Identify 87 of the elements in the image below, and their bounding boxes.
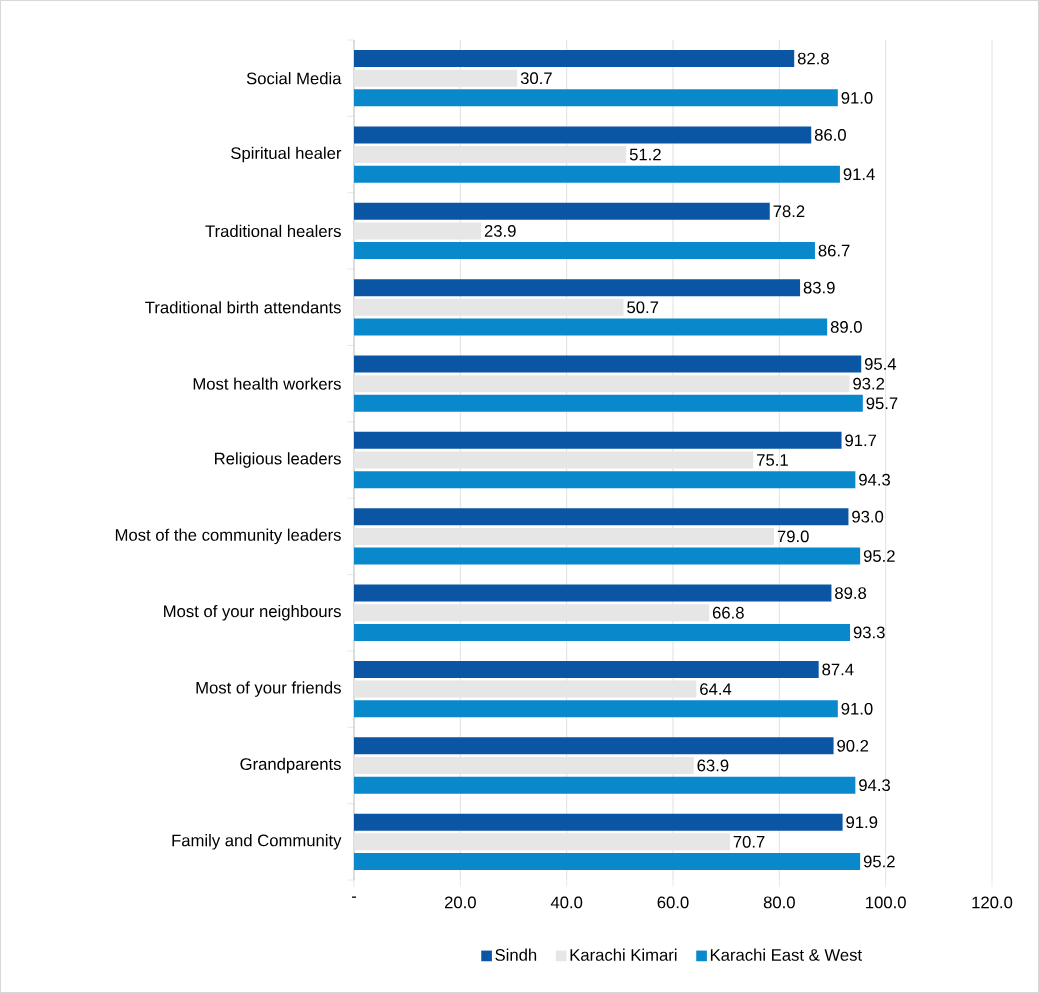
bar: [354, 776, 856, 794]
data-label: 66.8: [712, 606, 744, 619]
legend-label: Karachi East & West: [710, 948, 862, 961]
bar: [354, 89, 838, 107]
bar: [354, 69, 518, 87]
data-label: 86.0: [814, 129, 846, 141]
bar: [354, 431, 842, 449]
data-label: 94.3: [859, 779, 890, 792]
x-tick-label: 100.0: [866, 896, 906, 909]
bar: [354, 604, 710, 622]
data-label: 70.7: [733, 835, 765, 848]
y-tick-label: Grandparents: [240, 757, 341, 774]
data-label: 95.2: [863, 550, 895, 562]
data-label: 50.7: [627, 301, 659, 314]
data-label: 86.7: [818, 244, 850, 257]
data-label: 93.3: [853, 626, 885, 639]
y-tick-label: Most of the community leaders: [115, 528, 341, 545]
bar: [354, 50, 795, 68]
bar: [354, 394, 863, 412]
y-tick-label: Traditional birth attendants: [145, 301, 341, 314]
bar: [354, 700, 838, 718]
data-label: 91.7: [845, 434, 877, 447]
data-label: 78.2: [773, 205, 805, 218]
data-label: 87.4: [822, 663, 854, 676]
bar: [354, 527, 775, 545]
data-label: 95.7: [866, 397, 898, 410]
bar: [354, 375, 850, 393]
bar: [354, 756, 694, 774]
y-tick-label: Traditional healers: [205, 224, 341, 238]
bar: [354, 584, 832, 602]
y-tick-label: Social Media: [246, 72, 342, 85]
bar: [354, 126, 812, 144]
y-tick-label: Family and Community: [172, 834, 342, 850]
y-tick-label: Most health workers: [193, 377, 341, 390]
bar: [354, 471, 856, 489]
data-label: 94.3: [859, 473, 890, 486]
bar: [354, 833, 730, 851]
legend-label: Sindh: [495, 948, 537, 961]
data-label: 83.9: [803, 281, 835, 294]
bar: [354, 298, 624, 316]
bar: [354, 813, 843, 831]
y-tick-label: Religious leaders: [215, 452, 341, 468]
bar: [354, 680, 697, 698]
bar: [354, 242, 815, 260]
x-tick-label: 60.0: [657, 896, 689, 909]
y-tick-label: Most of your neighbours: [164, 604, 341, 621]
x-tick-label: -: [351, 896, 357, 898]
data-label: 91.9: [846, 816, 878, 829]
data-label: 89.0: [830, 321, 862, 333]
y-tick-label: Spiritual healer: [231, 146, 342, 163]
legend-label: Karachi Kimari: [570, 948, 677, 961]
data-label: 90.2: [837, 739, 869, 752]
data-label: 79.0: [777, 530, 809, 543]
bar: [354, 318, 828, 336]
x-tick-label: 120.0: [972, 896, 1013, 909]
data-label: 89.8: [835, 587, 867, 599]
data-label: 30.7: [520, 72, 552, 85]
x-tick-label: 40.0: [550, 896, 583, 909]
bar: [354, 222, 482, 240]
bar: [354, 853, 861, 871]
bar: [354, 202, 770, 220]
bar: [354, 146, 627, 164]
data-label: 95.4: [864, 358, 897, 370]
bar: [354, 451, 754, 469]
bar: [354, 660, 819, 678]
data-label: 95.2: [863, 855, 895, 868]
bar: [354, 623, 851, 641]
bar: [354, 508, 849, 526]
data-label: 51.2: [629, 148, 661, 161]
data-label: 82.8: [797, 52, 829, 65]
data-label: 75.1: [757, 454, 788, 466]
data-label: 91.4: [843, 168, 875, 181]
bar: [354, 355, 862, 373]
x-tick-label: 20.0: [444, 896, 476, 909]
data-label: 93.2: [853, 377, 885, 390]
y-tick-label: Most of your friends: [196, 681, 341, 697]
data-label: 93.0: [852, 510, 884, 523]
data-label: 64.4: [700, 683, 732, 696]
x-tick-label: 80.0: [763, 896, 795, 909]
bar: [354, 165, 840, 183]
data-label: 91.0: [841, 702, 873, 715]
data-label: 23.9: [484, 225, 516, 237]
data-label: 91.0: [841, 91, 873, 104]
bar: [354, 737, 834, 755]
bar: [354, 279, 801, 297]
data-label: 63.9: [697, 759, 729, 772]
bar: [354, 547, 861, 565]
